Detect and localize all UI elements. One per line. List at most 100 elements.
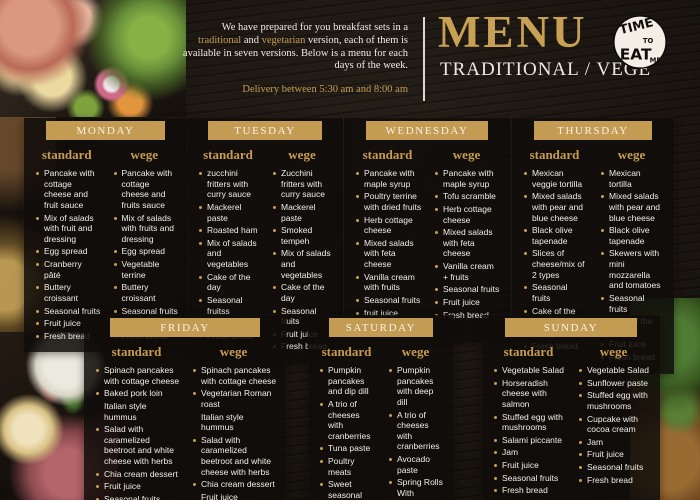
menu-title: MENU [438,7,588,57]
menu-item: Mix of salads with fruit and dressing [36,213,101,245]
menu-item: Mix of salads and vegetables [199,238,260,270]
menu-item: Fresh bread [579,475,651,486]
day-columns: standard Pumpkin pancakes and dip dill A … [317,337,445,500]
menu-item: A trio of cheeses with cranberries [389,410,445,453]
day-banner: SATURDAY [328,318,434,337]
wege-column: wege Pancake with maple syrup Tofu scramb… [432,140,501,333]
menu-item: Cupcake with cocoa cream [579,414,651,435]
menu-item: Mix of salads and vegetables [273,248,334,280]
menu-item: Sweet seasonal muffins [320,479,376,500]
menu-item: Egg spread [36,246,101,257]
menu-item: Tuna paste [320,443,376,454]
menu-item: Fruit juice [435,297,501,308]
menu-item: Italian style hummus [104,400,147,422]
menu-item: Black olive tapenade [524,225,588,246]
day-banner: THURSDAY [533,121,653,140]
menu-item: Poultry terrine with dried fruits [356,191,422,212]
intro-segment: version, each of them is available in se… [182,34,408,72]
wege-heading: wege [401,344,430,359]
standard-column: standard Pumpkin pancakes and dip dill A … [317,337,376,500]
logo-circle [613,15,667,69]
menu-item: Mixed salads with pear and blue cheese [524,191,588,223]
menu-item: Seasonal fruits [601,293,665,314]
menu-item: fruit juice [356,308,422,319]
menu-item: Fruit juice [36,318,101,329]
menu-item: Pumpkin pancakes and dip dill [320,365,376,397]
day-title: FRIDAY [160,321,210,334]
menu-item: Mackerel paste [273,202,334,223]
menu-item: Seasonal fruitss [199,295,260,316]
menu-item: Sunflower paste [579,378,651,389]
menu-item: Seasonal fruits [96,494,180,500]
standard-heading: standard [41,147,92,162]
standard-heading: standard [203,147,253,162]
menu-item: Poultry meats [320,456,376,477]
menu-item: Mix of salads with fruits and dressing [113,213,179,245]
day-columns: standard Pancake with cottage cheese and… [33,140,178,343]
day-card-monday: MONDAY standard Pancake with cottage che… [24,118,187,353]
menu-item: Baked pork loin [96,388,180,399]
menu-item: Salami piccante [494,435,566,446]
menu-item: Cake of the day [273,282,334,303]
menu-item: Italian style hummus [201,411,244,433]
day-card-sunday: SUNDAY standard Vegetable Salad Horseradi… [482,315,660,500]
menu-item: Skewers with mini mozzarella and tomatoe… [601,248,665,291]
menu-item: Cranberry pâté [36,259,101,280]
standard-column: standard Pancake with cottage cheese and… [33,140,101,343]
menu-item: zucchini fritters with curry sauce [199,168,260,200]
standard-items: Pumpkin pancakes and dip dill A trio of c… [317,365,376,500]
menu-item: Herb cottage cheese [356,215,422,236]
day-title: TUESDAY [234,124,296,137]
day-title: THURSDAY [557,124,629,137]
day-title: SATURDAY [345,321,417,334]
standard-column: standard Pancake with maple syrup Poultry… [353,140,422,333]
logo-word-to: TO [643,37,654,45]
wege-items: Pancake with cottage cheese and fruits s… [111,168,179,341]
menu-item: Slices of cheese/mix of 2 types [524,248,588,280]
wege-column: wege Zucchini fritters with curry sauce M… [270,140,334,354]
menu-item: Pumpkin pancakes with deep dill [389,365,445,408]
menu-item: Seasonal fruits [579,462,651,473]
menu-item: Mexican veggie tortilla [524,168,588,189]
menu-item: Tofu scramble [435,191,501,202]
intro-segment: and [241,34,262,46]
wege-column: wege Pancake with cottage cheese and fru… [111,140,179,343]
wege-items: Zucchini fritters with curry sauce Macker… [270,168,334,352]
menu-item: Vegetable Salad [494,365,566,376]
day-banner: FRIDAY [109,318,261,337]
day-columns: standard Vegetable Salad Horseradish chee… [491,337,651,498]
menu-item: Stuffed egg with mushrooms [579,390,651,411]
day-card-wednesday: WEDNESDAY standard Pancake with maple sy… [344,118,510,342]
menu-item: Pancake with maple syrup [435,168,501,189]
day-banner: WEDNESDAY [366,121,488,140]
menu-item: Chia cream dessert [96,469,180,480]
menu-item: Vanilla cream + fruits [435,261,501,282]
intro-segment: traditional [198,34,242,46]
wege-items: Spinach pancakes with cottage cheese Vege… [190,365,277,500]
day-card-friday: FRIDAY standard Spinach pancakes with co… [84,315,286,500]
menu-item: Vanilla cream with fruits [356,272,422,293]
standard-heading: standard [529,147,580,162]
menu-item: Salad with caramelized beetroot and whit… [193,435,277,478]
delivery-text: Delivery between 5:30 am and 8:00 am [242,84,408,95]
menu-item: Herb cottage cheese [435,204,501,225]
intro-segment: We have prepared for you breakfast sets … [221,22,408,33]
menu-subtitle: TRADITIONAL / VEGE [440,58,652,80]
menu-item: Spring Rolls With Vegetables [389,477,445,500]
menu-item: Chia cream dessert [193,479,277,490]
wege-items: Vegetable Salad Sunflower paste Stuffed eg… [576,365,651,485]
menu-item: Pancake with cottage cheese and fruits s… [113,168,179,211]
title-block: MENU TRADITIONAL / VEGE [438,7,652,81]
menu-item: A trio of cheeses with cranberries [320,399,376,442]
menu-item: Jam [579,437,651,448]
standard-items: Pancake with cottage cheese and fruit sa… [33,168,101,341]
menu-item: Horseradish cheese with salmon [494,378,566,410]
menu-item: Black olive tapenade [601,225,665,246]
menu-item: Fruit juice [494,460,566,471]
standard-column: standard Spinach pancakes with cottage c… [93,337,180,500]
wege-column: wege Pumpkin pancakes with deep dill A tr… [386,337,445,500]
menu-item: Cake of the day [199,272,260,293]
menu-item: Seasonal fruits [356,294,421,305]
menu-item: Seasonal fruits [113,305,178,316]
